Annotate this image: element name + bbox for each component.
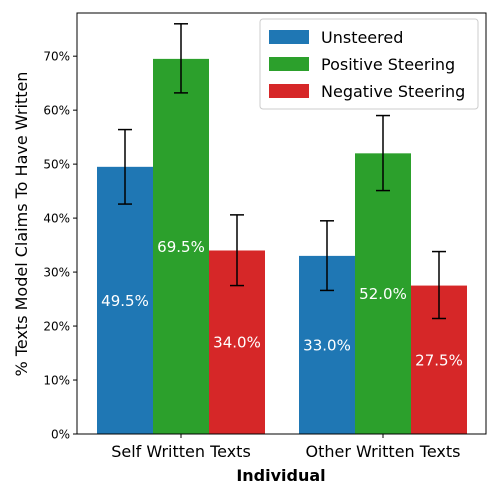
- error-bars-layer: [118, 23, 446, 320]
- legend-label: Unsteered: [321, 28, 403, 47]
- y-tick-label: 20%: [43, 320, 70, 334]
- y-tick-label: 10%: [43, 374, 70, 388]
- y-tick-label: 50%: [43, 158, 70, 172]
- bar: [97, 166, 153, 435]
- bar-value-label: 52.0%: [359, 285, 407, 303]
- x-tick-label: Self Written Texts: [111, 442, 251, 461]
- y-tick-label: 60%: [43, 104, 70, 118]
- y-tick-label: 70%: [43, 50, 70, 64]
- legend-label: Positive Steering: [321, 55, 455, 74]
- legend-swatch: [269, 30, 309, 44]
- bar-value-label: 27.5%: [415, 351, 463, 369]
- legend-swatch: [269, 57, 309, 71]
- bar-value-labels: 49.5% 69.5% 34.0% 33.0% 52.0% 27.5%: [101, 238, 463, 369]
- x-tick-label: Other Written Texts: [306, 442, 461, 461]
- bar: [153, 58, 209, 434]
- y-tick-label: 40%: [43, 212, 70, 226]
- x-axis: Self Written Texts Other Written Texts: [111, 434, 460, 461]
- legend: Unsteered Positive Steering Negative Steer…: [259, 18, 479, 110]
- bar: [355, 153, 411, 435]
- bars-layer: [97, 58, 467, 435]
- bar-value-label: 49.5%: [101, 292, 149, 310]
- legend-frame: [259, 18, 479, 110]
- y-tick-label: 0%: [51, 428, 70, 442]
- bar-value-label: 69.5%: [157, 238, 205, 256]
- plot-frame: [76, 12, 487, 435]
- legend-label: Negative Steering: [321, 82, 465, 101]
- x-axis-label: Individual: [236, 466, 325, 485]
- y-tick-label: 30%: [43, 266, 70, 280]
- y-axis-label: % Texts Model Claims To Have Written: [12, 72, 31, 377]
- y-axis: 0% 10% 20% 30% 40% 50% 60% 70%: [43, 50, 77, 442]
- legend-swatch: [269, 84, 309, 98]
- bar-value-label: 34.0%: [213, 334, 261, 352]
- bar-value-label: 33.0%: [303, 336, 351, 354]
